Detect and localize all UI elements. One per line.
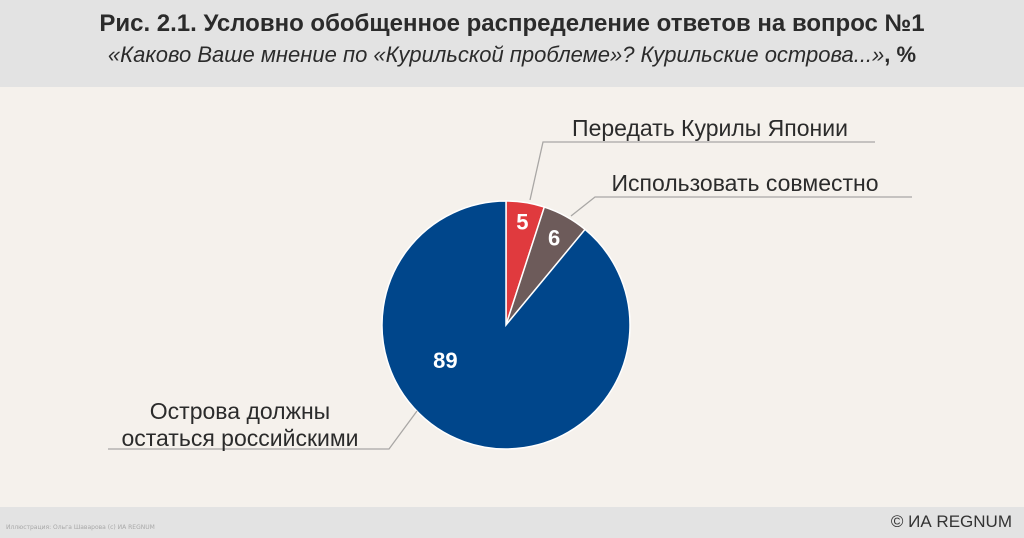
leader-line xyxy=(570,196,912,217)
category-label: остаться российскими xyxy=(121,425,358,451)
slice-value-label: 6 xyxy=(548,225,560,250)
category-label: Острова должны xyxy=(150,398,330,424)
subtitle-unit: , % xyxy=(884,42,917,67)
chart-subtitle: «Каково Ваше мнение по «Курильской пробл… xyxy=(0,42,1024,68)
slice-labels: 5 Передать Курилы Японии 6 Использовать сов… xyxy=(121,115,878,451)
slice-value-label: 89 xyxy=(433,348,457,373)
brand-label: © ИА REGNUM xyxy=(890,512,1012,531)
pie-slice-3 xyxy=(381,200,631,450)
leader-line xyxy=(529,141,875,201)
credit-text: Иллюстрация: Ольга Шаварова (с) ИА REGNU… xyxy=(6,524,155,531)
category-label: Передать Курилы Японии xyxy=(572,115,848,141)
category-label: Использовать совместно xyxy=(611,170,878,196)
header-band xyxy=(0,0,1024,87)
leader-line xyxy=(108,410,418,450)
leader-lines xyxy=(108,141,912,450)
footer-band xyxy=(0,507,1024,538)
chart-title: Рис. 2.1. Условно обобщенное распределен… xyxy=(99,10,925,37)
pie-slices xyxy=(381,200,631,450)
subtitle-question: «Каково Ваше мнение по «Курильской пробл… xyxy=(107,42,885,67)
slice-value-label: 5 xyxy=(516,209,528,234)
